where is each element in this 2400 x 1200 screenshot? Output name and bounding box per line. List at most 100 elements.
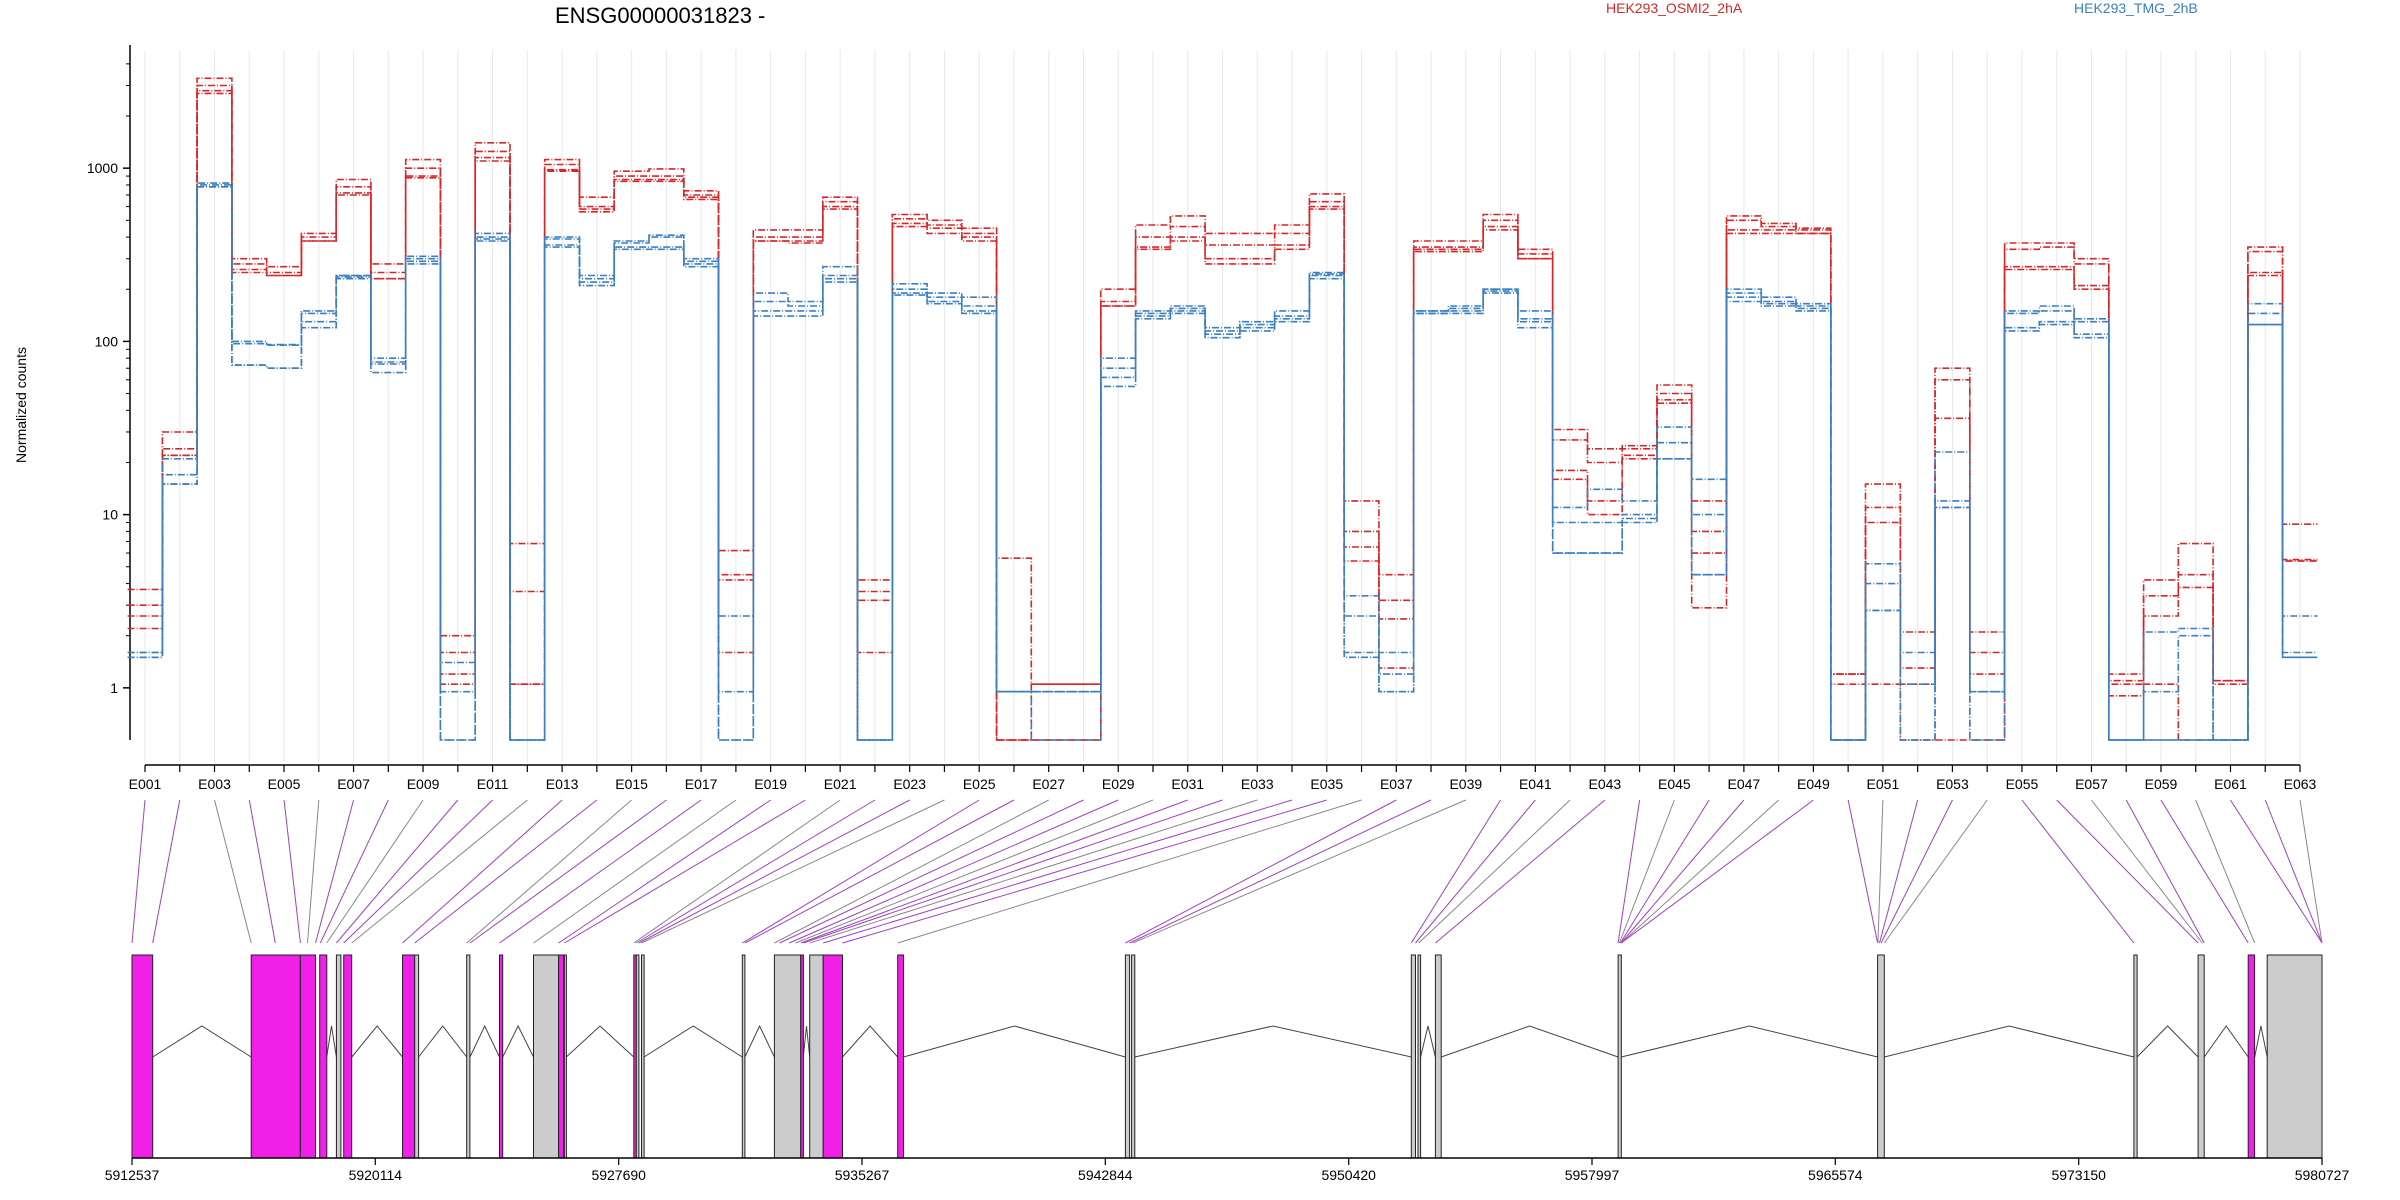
exon-box — [343, 954, 353, 1159]
chart-title: ENSG00000031823 - — [555, 3, 765, 28]
series-line — [127, 77, 2318, 685]
y-tick-label: 10 — [102, 507, 118, 523]
exon-connector — [466, 799, 632, 944]
exon-connector — [131, 799, 146, 944]
exon-connector — [283, 799, 301, 944]
series-line — [127, 186, 2318, 741]
x-tick-label: E019 — [754, 776, 787, 792]
series-lines — [127, 77, 2318, 741]
intron-line — [565, 1025, 635, 1058]
exon-box — [2247, 954, 2256, 1159]
exon-connector — [1129, 799, 1432, 944]
exon-connector — [2299, 799, 2323, 944]
x-tick-label: E025 — [963, 776, 996, 792]
exon-connector — [336, 799, 459, 944]
exon-connector — [1877, 799, 1884, 944]
exon-connector — [1132, 799, 1467, 944]
exon-connector — [1410, 799, 1501, 944]
exon-connector — [809, 799, 1258, 944]
x-tick-label: E057 — [2075, 776, 2108, 792]
y-tick-label: 100 — [95, 333, 119, 349]
exon-box — [466, 954, 471, 1159]
x-tick-label: E055 — [2006, 776, 2039, 792]
coord-tick-label: 5942844 — [1078, 1167, 1133, 1183]
exon-connector — [800, 799, 1188, 944]
exon-box — [299, 954, 316, 1159]
exon-connector — [1435, 799, 1606, 944]
exon-connector — [499, 799, 702, 944]
exon-connector — [1883, 799, 1988, 944]
exon-box — [335, 954, 342, 1159]
intron-line — [351, 1025, 403, 1058]
exon-box — [809, 954, 824, 1159]
exon-gridlines — [144, 50, 2301, 762]
exon-connector — [319, 799, 389, 944]
genomic-coordinate-axis: 5912537 5920114 5927690 5935267 5942844 59504… — [105, 1157, 2350, 1183]
exon-box — [1124, 954, 1131, 1159]
intron-line — [744, 1024, 775, 1058]
exon-connector — [2264, 799, 2323, 944]
y-tick-label: 1 — [110, 680, 118, 696]
exon-box — [563, 954, 567, 1159]
x-tick-label: E063 — [2284, 776, 2317, 792]
exon-connector — [326, 799, 424, 944]
x-tick-label: E035 — [1310, 776, 1343, 792]
intron-line — [502, 1024, 534, 1058]
exon-box — [1434, 954, 1442, 1159]
exon-box — [773, 954, 802, 1159]
series-line — [127, 184, 2318, 741]
exon-box — [641, 954, 645, 1159]
exon-connector — [1418, 799, 1571, 944]
exon-box — [822, 954, 844, 1159]
x-tick-label: E053 — [1936, 776, 1969, 792]
exon-box — [250, 954, 301, 1159]
exon-box — [635, 954, 640, 1159]
coord-tick-label: 5965574 — [1808, 1167, 1863, 1183]
intron-line — [1134, 1025, 1412, 1058]
series-line — [127, 84, 2318, 741]
coord-tick-label: 5950420 — [1321, 1167, 1376, 1183]
x-tick-label: E059 — [2145, 776, 2178, 792]
exon-connector — [779, 799, 1084, 944]
coord-tick-label: 5957997 — [1565, 1167, 1620, 1183]
exon-connector — [2056, 799, 2199, 944]
x-tick-label: E031 — [1171, 776, 1204, 792]
exon-box — [2266, 954, 2323, 1159]
exon-connector — [402, 799, 563, 944]
exon-connector — [774, 799, 1049, 944]
coord-tick-label: 5935267 — [835, 1167, 890, 1183]
x-tick-label: E045 — [1658, 776, 1691, 792]
exon-box — [741, 954, 746, 1159]
exon-connector — [795, 799, 1154, 944]
exon-connector — [469, 799, 667, 944]
exon-connectors — [131, 799, 2323, 944]
exon-connector — [315, 799, 355, 944]
exon-connector — [636, 799, 876, 944]
exon-connector — [1618, 799, 1675, 944]
x-tick-label: E061 — [2214, 776, 2247, 792]
intron-line — [2254, 1025, 2268, 1058]
exon-connector — [558, 799, 771, 944]
exon-connector — [2091, 799, 2203, 944]
intron-line — [2203, 1025, 2249, 1058]
exon-connector — [2195, 799, 2256, 944]
x-axis: E001 E003 E005 E007 E009 E011 E013 E015 E017 E019… — [129, 764, 2317, 792]
exon-connector — [414, 799, 598, 944]
exon-box — [897, 954, 905, 1159]
exon-connector — [2230, 799, 2323, 944]
y-axis-label: Normalized counts — [13, 347, 29, 463]
x-tick-label: E029 — [1102, 776, 1135, 792]
exon-box — [533, 954, 560, 1159]
x-tick-label: E041 — [1519, 776, 1552, 792]
x-tick-label: E013 — [546, 776, 579, 792]
exon-box — [319, 954, 328, 1159]
x-tick-label: E011 — [477, 776, 509, 792]
coord-tick-label: 5980727 — [2295, 1167, 2350, 1183]
exon-connector — [641, 799, 945, 944]
exon-connector — [1619, 799, 1710, 944]
intron-line — [469, 1024, 500, 1058]
x-tick-label: E005 — [268, 776, 301, 792]
exon-connector — [1620, 799, 1779, 944]
x-tick-label: E017 — [685, 776, 718, 792]
